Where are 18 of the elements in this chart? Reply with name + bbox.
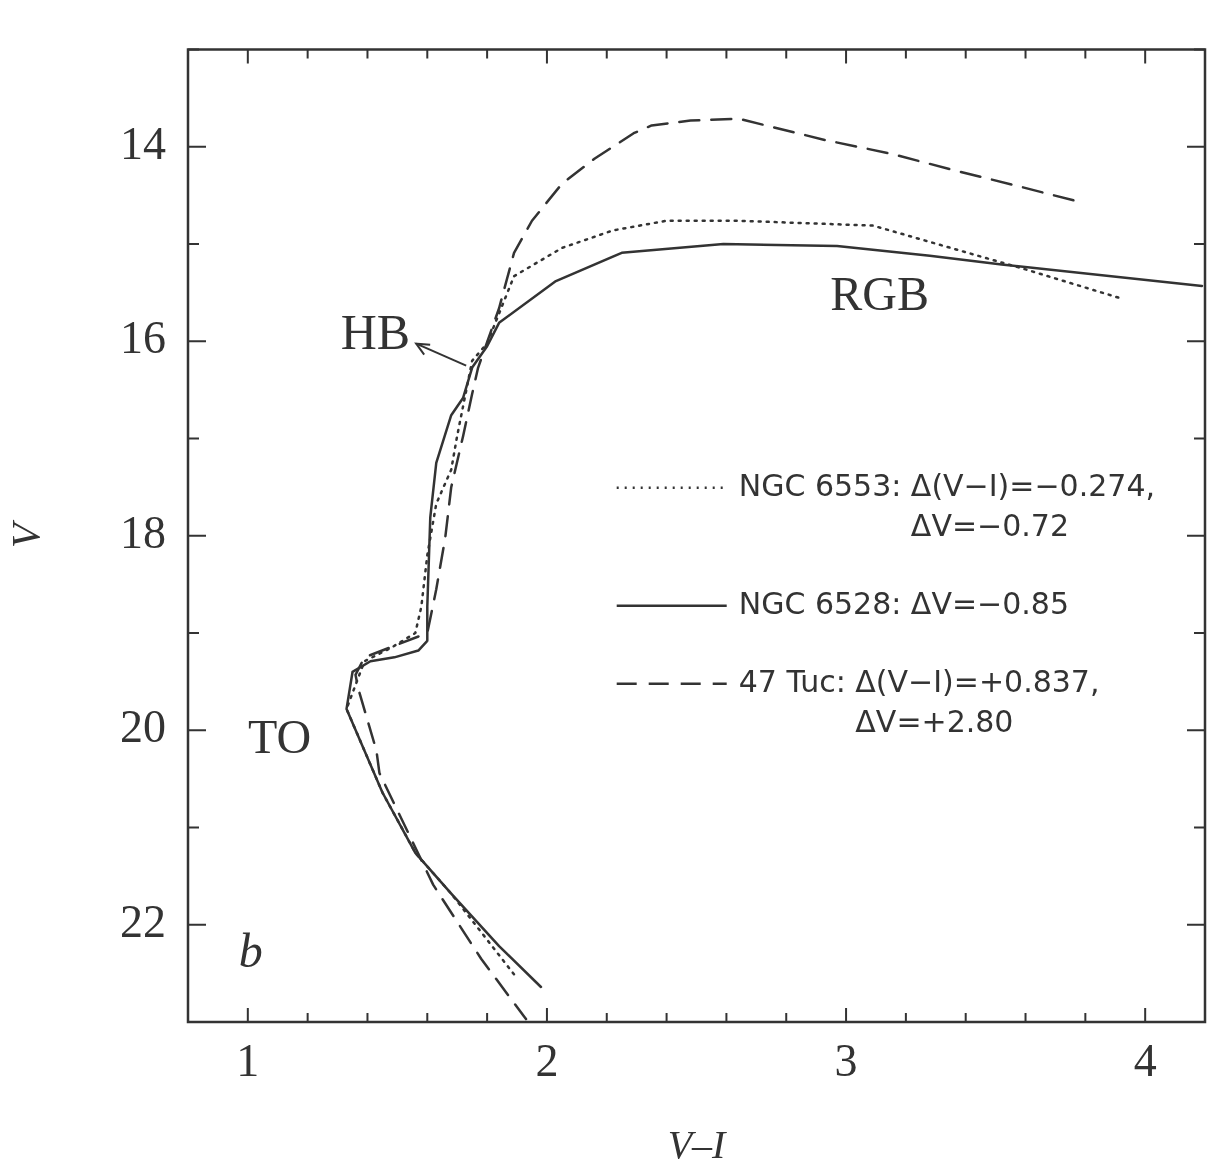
x-tick-label: 1	[236, 1034, 260, 1086]
x-tick-label: 4	[1133, 1034, 1157, 1086]
x-axis-title: V–I	[667, 1121, 728, 1167]
y-tick-label: 18	[120, 506, 166, 558]
x-tick-label: 3	[834, 1034, 858, 1086]
annotation: b	[238, 923, 263, 977]
legend-label: NGC 6553: Δ(V−I)=−0.274, ΔV=−0.72	[738, 467, 1155, 543]
legend-label: 47 Tuc: Δ(V−I)=+0.837, ΔV=+2.80	[738, 663, 1100, 739]
y-tick-label: 20	[120, 701, 166, 753]
y-tick-label: 22	[120, 895, 166, 947]
y-tick-label: 16	[120, 312, 166, 364]
annotation: TO	[247, 709, 312, 763]
annotation: HB	[340, 303, 411, 360]
x-tick-label: 2	[535, 1034, 559, 1086]
annotation: RGB	[830, 267, 929, 321]
legend-label: NGC 6528: ΔV=−0.85	[738, 585, 1069, 621]
y-axis-title: V	[2, 519, 48, 549]
y-tick-label: 14	[120, 117, 166, 169]
